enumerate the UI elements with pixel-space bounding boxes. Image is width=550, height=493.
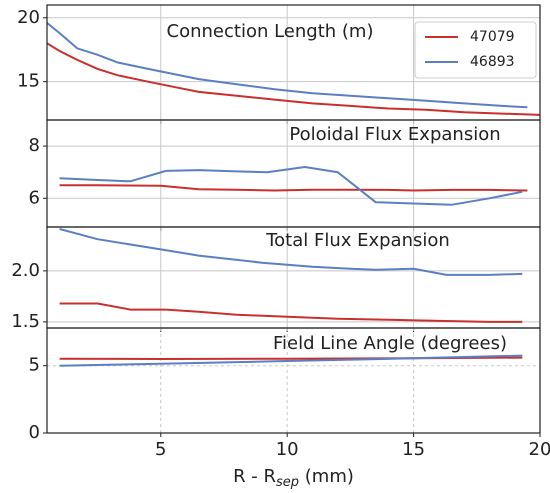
series-line xyxy=(59,228,523,276)
y-tick-label: 8 xyxy=(29,135,40,156)
series-line xyxy=(59,302,523,323)
panel-title: Poloidal Flux Expansion xyxy=(289,124,500,145)
series-line xyxy=(59,354,523,367)
x-tick-label: 5 xyxy=(155,439,166,460)
x-axis-label: R - Rsep (mm) xyxy=(233,466,354,490)
panel-title: Total Flux Expansion xyxy=(265,230,450,251)
panel-frame xyxy=(46,327,541,434)
x-axis-label-part: sep xyxy=(276,475,299,490)
series-line xyxy=(59,184,528,192)
x-tick-label: 20 xyxy=(529,439,550,460)
y-tick-label: 0 xyxy=(29,422,40,443)
series-line xyxy=(46,22,528,109)
x-tick-label: 10 xyxy=(276,439,299,460)
y-tick-label: 5 xyxy=(29,355,40,376)
legend-label: 47079 xyxy=(470,29,515,45)
panel-title: Field Line Angle (degrees) xyxy=(273,333,507,354)
y-tick-label: 6 xyxy=(29,187,40,208)
y-tick-label: 1.5 xyxy=(11,311,40,332)
series-line xyxy=(46,42,541,116)
legend-label: 46893 xyxy=(470,54,515,70)
y-tick-label: 2.0 xyxy=(11,260,40,281)
panel-title: Connection Length (m) xyxy=(167,21,374,42)
y-tick-label: 20 xyxy=(17,7,40,28)
legend: 47079 46893 xyxy=(414,21,537,79)
x-axis-label-part: R - R xyxy=(233,466,276,487)
y-tick-label: 15 xyxy=(17,71,40,92)
x-tick-label: 15 xyxy=(402,439,425,460)
x-axis-label-part: (mm) xyxy=(299,466,354,487)
series-line xyxy=(59,165,523,206)
